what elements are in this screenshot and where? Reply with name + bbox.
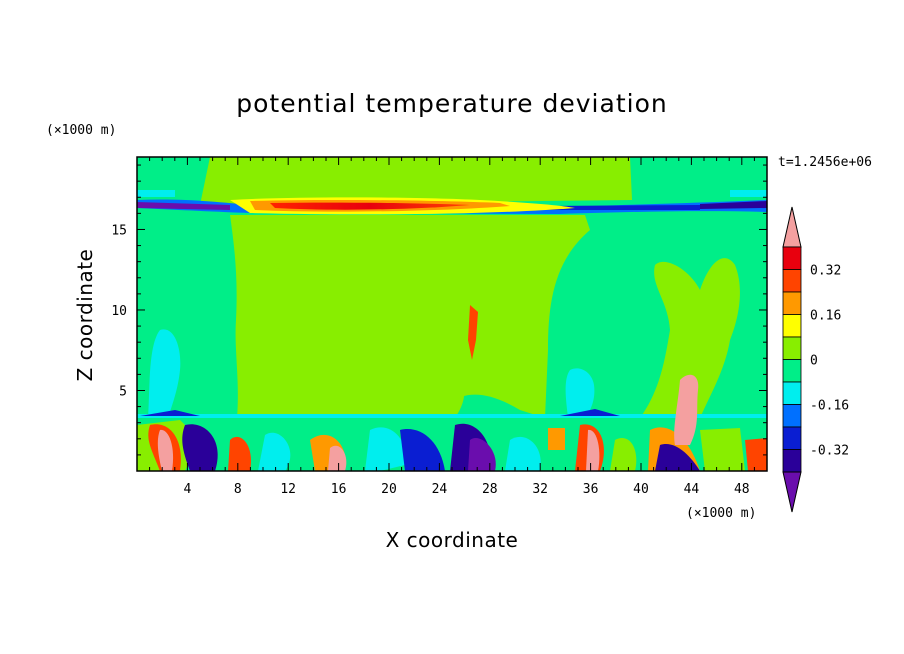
x-tick-label: 16 — [331, 482, 347, 497]
colorbar-label: 0.16 — [810, 309, 841, 324]
x-tick-label: 44 — [684, 482, 700, 497]
x-tick-label: 36 — [583, 482, 599, 497]
colorbar-swatch — [783, 270, 801, 293]
colorbar-top-extension — [783, 207, 801, 247]
chart-title: potential temperature deviation — [236, 89, 667, 118]
x-tick-label: 12 — [280, 482, 296, 497]
colorbar-swatch — [783, 247, 801, 270]
colorbar-swatch — [783, 360, 801, 383]
y-axis-label: Z coordinate — [73, 249, 97, 382]
colorbar-swatch — [783, 450, 801, 473]
x-tick-label: 32 — [532, 482, 548, 497]
colorbar-label: 0.32 — [810, 264, 841, 279]
x-tick-label: 4 — [183, 482, 191, 497]
y-tick-label: 15 — [111, 223, 127, 238]
colorbar-swatch — [783, 337, 801, 360]
colorbar-swatch — [783, 382, 801, 405]
colorbar-label: -0.32 — [810, 444, 849, 459]
x-tick-label: 20 — [381, 482, 397, 497]
colorbar-swatch — [783, 405, 801, 428]
y-tick-label: 5 — [119, 384, 127, 399]
time-label: t=1.2456e+06 — [778, 155, 872, 170]
colorbar-label: 0 — [810, 354, 818, 369]
x-tick-label: 24 — [432, 482, 448, 497]
x-axis-label: X coordinate — [386, 528, 519, 552]
colorbar-swatch — [783, 315, 801, 338]
x-tick-label: 40 — [633, 482, 649, 497]
colorbar: 0.32 0.16 0 -0.16 -0.32 — [783, 207, 849, 512]
colorbar-swatch — [783, 427, 801, 450]
x-tick-label: 48 — [734, 482, 750, 497]
x-unit-label: (×1000 m) — [686, 506, 756, 521]
y-tick-label: 10 — [111, 304, 127, 319]
y-unit-label: (×1000 m) — [46, 123, 116, 138]
x-tick-label: 8 — [234, 482, 242, 497]
colorbar-swatch — [783, 292, 801, 315]
x-tick-label: 28 — [482, 482, 498, 497]
contour-field — [137, 157, 767, 471]
colorbar-bottom-extension — [783, 472, 801, 512]
colorbar-label: -0.16 — [810, 399, 849, 414]
